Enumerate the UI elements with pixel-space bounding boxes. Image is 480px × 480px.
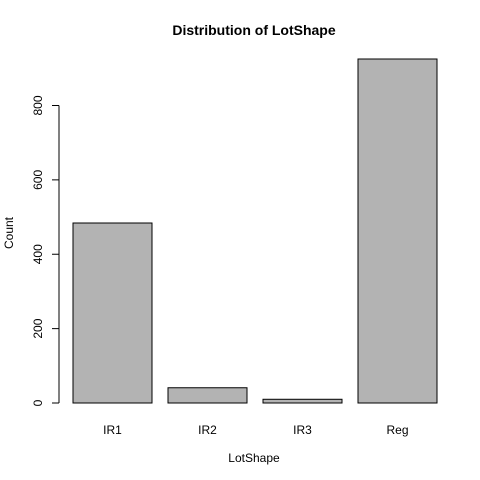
y-tick-label: 200 [31,318,45,338]
x-axis-label: LotShape [228,451,280,465]
bar-ir3 [262,398,343,404]
y-tick-label: 0 [31,399,45,406]
bars-group [72,58,438,404]
bar-ir2 [167,387,248,404]
bar-ir1 [72,222,153,404]
y-axis: 0 200 400 600 800 [31,95,60,406]
x-tick-label-reg: Reg [386,423,408,437]
x-tick-labels: IR1 IR2 IR3 Reg [103,423,408,437]
x-tick-label-ir3: IR3 [293,423,312,437]
x-tick-label-ir1: IR1 [103,423,122,437]
bar-reg [357,58,438,404]
chart-title: Distribution of LotShape [172,22,336,38]
y-tick-label: 600 [31,170,45,190]
x-tick-label-ir2: IR2 [198,423,217,437]
y-tick-label: 400 [31,244,45,264]
y-tick-label: 800 [31,95,45,115]
y-axis-label: Count [2,216,16,249]
